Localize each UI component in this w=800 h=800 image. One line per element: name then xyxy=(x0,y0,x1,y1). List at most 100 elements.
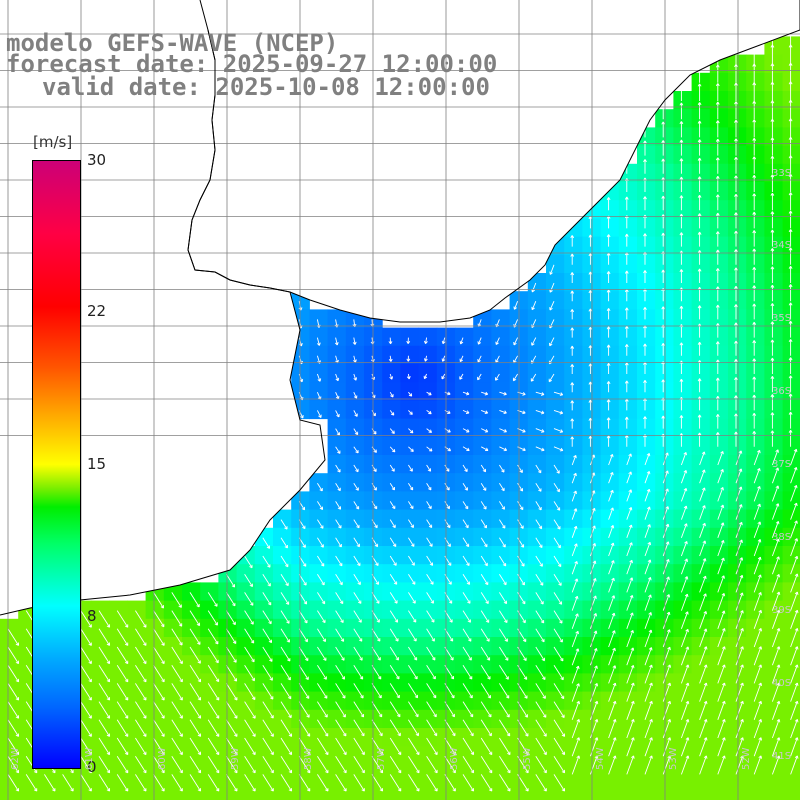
wind-arrow xyxy=(626,507,633,520)
wind-arrow xyxy=(80,628,92,646)
wind-arrow xyxy=(388,337,393,345)
wind-arrow xyxy=(606,289,611,302)
wind-arrow xyxy=(189,628,201,645)
wind-arrow xyxy=(335,683,346,699)
wind-speed-cell xyxy=(728,709,747,729)
wind-arrow xyxy=(171,755,183,774)
wind-speed-cell xyxy=(382,764,401,784)
wind-speed-cell xyxy=(145,673,165,693)
wind-arrow xyxy=(734,267,738,283)
wind-speed-cell xyxy=(600,291,620,310)
wind-speed-cell xyxy=(691,418,711,438)
wind-speed-cell xyxy=(418,618,438,638)
wind-speed-cell xyxy=(145,691,165,711)
wind-speed-cell xyxy=(764,491,784,511)
wind-speed-cell xyxy=(691,291,711,310)
wind-arrow xyxy=(571,737,581,757)
wind-speed-cell xyxy=(782,382,800,401)
wind-speed-cell xyxy=(564,637,583,656)
wind-arrow xyxy=(679,139,684,156)
wind-speed-cell xyxy=(345,436,365,456)
wind-arrow xyxy=(535,573,544,586)
wind-arrow xyxy=(481,391,489,396)
wind-speed-cell xyxy=(527,546,547,565)
wind-speed-cell xyxy=(673,400,693,420)
wind-speed-cell xyxy=(345,382,365,401)
wind-arrow xyxy=(535,446,545,452)
wind-speed-cell xyxy=(182,582,201,602)
wind-arrow xyxy=(25,774,38,792)
wind-arrow xyxy=(535,555,543,567)
wind-speed-cell xyxy=(564,473,583,492)
wind-arrow xyxy=(517,464,523,473)
wind-arrow xyxy=(734,230,738,247)
wind-speed-cell xyxy=(600,564,620,583)
wind-arrow xyxy=(770,100,775,120)
wind-arrow xyxy=(298,719,311,737)
wind-speed-cell xyxy=(691,564,711,583)
wind-arrow xyxy=(262,628,273,644)
wind-arrow xyxy=(571,719,581,739)
wind-speed-cell xyxy=(91,728,110,747)
wind-arrow xyxy=(644,682,653,702)
wind-arrow xyxy=(153,774,165,792)
wind-speed-cell xyxy=(709,691,729,711)
wind-arrow xyxy=(626,559,633,575)
wind-arrow xyxy=(606,417,611,429)
wind-speed-cell xyxy=(691,345,711,365)
wind-speed-cell xyxy=(691,455,711,474)
wind-arrow xyxy=(207,628,219,645)
wind-speed-cell xyxy=(527,728,547,747)
wind-arrow xyxy=(643,159,647,174)
wind-arrow xyxy=(717,610,726,629)
wind-speed-cell xyxy=(127,637,147,656)
wind-arrow xyxy=(608,700,617,720)
wind-arrow xyxy=(406,337,411,344)
wind-speed-cell xyxy=(291,691,310,711)
wind-speed-cell xyxy=(782,91,800,110)
wind-speed-cell xyxy=(655,309,674,329)
wind-arrow xyxy=(116,610,129,628)
wind-speed-cell xyxy=(746,364,765,383)
wind-arrow xyxy=(571,665,580,684)
wind-speed-cell xyxy=(327,764,347,784)
wind-arrow xyxy=(752,193,757,211)
wind-speed-cell xyxy=(200,637,219,656)
wind-arrow xyxy=(699,487,706,502)
wind-arrow xyxy=(459,319,464,327)
wind-arrow xyxy=(717,628,726,648)
wind-speed-cell xyxy=(673,273,693,292)
wind-arrow xyxy=(717,682,726,702)
wind-speed-cell xyxy=(655,728,674,747)
wind-arrow xyxy=(608,682,617,702)
wind-arrow xyxy=(517,519,524,529)
wind-arrow xyxy=(553,482,560,493)
wind-arrow xyxy=(680,540,688,557)
wind-arrow xyxy=(734,156,738,174)
wind-arrow xyxy=(606,435,611,447)
wind-speed-cell xyxy=(782,254,800,274)
wind-arrow xyxy=(699,755,708,775)
wind-arrow xyxy=(408,646,418,661)
wind-arrow xyxy=(335,646,345,661)
wind-speed-cell xyxy=(327,691,347,711)
wind-arrow xyxy=(280,774,293,792)
wind-arrow xyxy=(699,522,706,538)
wind-speed-cell xyxy=(327,600,347,620)
wind-speed-cell xyxy=(655,218,674,238)
wind-speed-cell xyxy=(473,491,492,511)
wind-arrow xyxy=(771,503,780,520)
wind-speed-cell xyxy=(673,254,693,274)
wind-speed-cell xyxy=(764,673,784,693)
wind-speed-cell xyxy=(709,163,729,183)
wind-arrow xyxy=(280,664,291,681)
wind-arrow xyxy=(790,737,799,757)
wind-arrow xyxy=(626,755,635,775)
wind-arrow xyxy=(644,629,653,648)
colorbar-unit: [m/s] xyxy=(33,133,73,151)
wind-speed-cell xyxy=(200,691,219,711)
wind-speed-cell xyxy=(764,600,784,620)
wind-arrow xyxy=(570,345,575,356)
wind-speed-cell xyxy=(600,491,620,511)
wind-arrow xyxy=(790,484,798,502)
